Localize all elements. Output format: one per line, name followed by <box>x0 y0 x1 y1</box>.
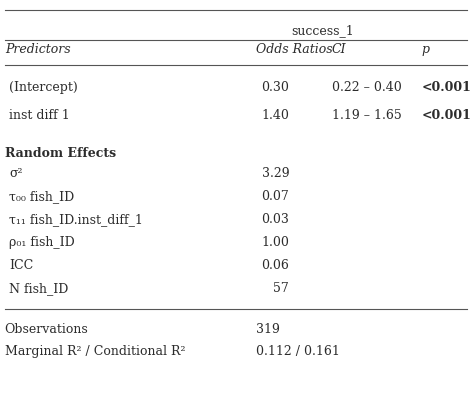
Text: 0.112 / 0.161: 0.112 / 0.161 <box>256 345 340 358</box>
Text: inst diff 1: inst diff 1 <box>9 109 70 122</box>
Text: <0.001: <0.001 <box>422 109 472 122</box>
Text: 0.30: 0.30 <box>261 81 289 94</box>
Text: σ²: σ² <box>9 167 23 180</box>
Text: 0.06: 0.06 <box>261 259 289 272</box>
Text: Random Effects: Random Effects <box>5 147 116 160</box>
Text: 3.29: 3.29 <box>262 167 289 180</box>
Text: Marginal R² / Conditional R²: Marginal R² / Conditional R² <box>5 345 185 358</box>
Text: τ₀₀ fish_ID: τ₀₀ fish_ID <box>9 190 75 203</box>
Text: p: p <box>422 43 430 56</box>
Text: Observations: Observations <box>5 323 89 336</box>
Text: 0.03: 0.03 <box>261 213 289 226</box>
Text: N fish_ID: N fish_ID <box>9 282 69 295</box>
Text: 1.40: 1.40 <box>261 109 289 122</box>
Text: 1.19 – 1.65: 1.19 – 1.65 <box>332 109 401 122</box>
Text: CI: CI <box>332 43 346 56</box>
Text: 0.07: 0.07 <box>261 190 289 203</box>
Text: <0.001: <0.001 <box>422 81 472 94</box>
Text: 1.00: 1.00 <box>261 236 289 249</box>
Text: 319: 319 <box>256 323 280 336</box>
Text: 0.22 – 0.40: 0.22 – 0.40 <box>332 81 401 94</box>
Text: 57: 57 <box>273 282 289 295</box>
Text: (Intercept): (Intercept) <box>9 81 78 94</box>
Text: ρ₀₁ fish_ID: ρ₀₁ fish_ID <box>9 236 75 249</box>
Text: τ₁₁ fish_ID.inst_diff_1: τ₁₁ fish_ID.inst_diff_1 <box>9 213 143 226</box>
Text: success_1: success_1 <box>291 24 354 37</box>
Text: Predictors: Predictors <box>5 43 70 56</box>
Text: Odds Ratios: Odds Ratios <box>256 43 333 56</box>
Text: ICC: ICC <box>9 259 34 272</box>
